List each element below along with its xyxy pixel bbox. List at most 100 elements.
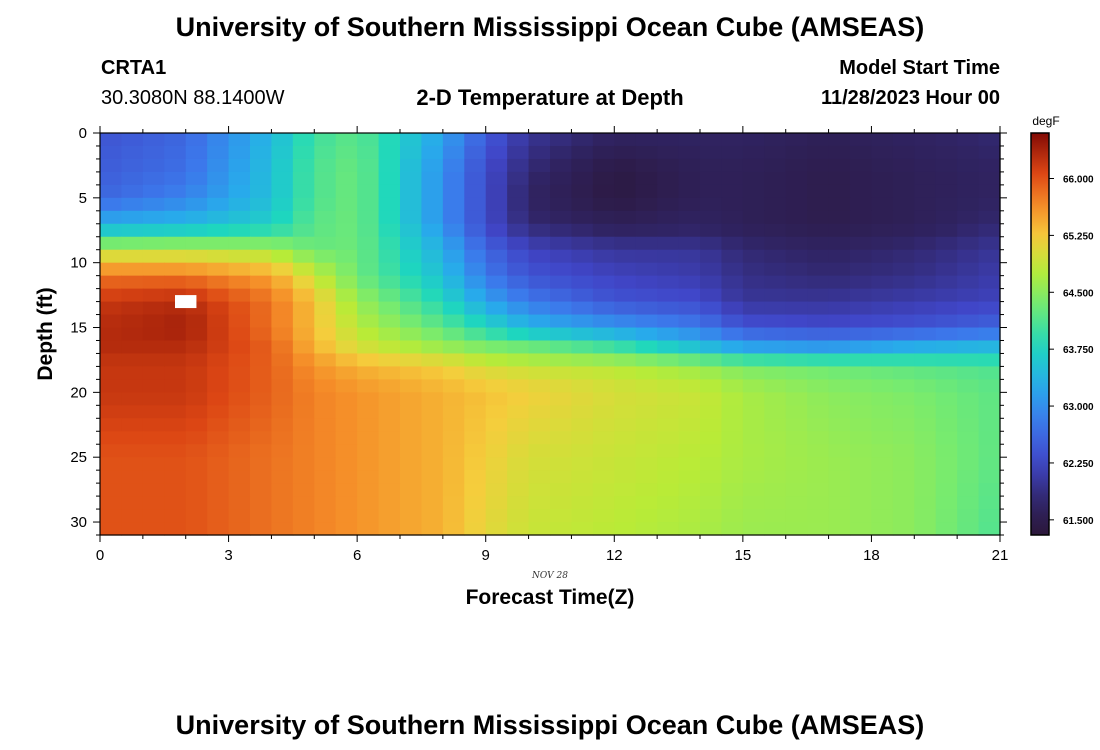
heatmap-cell <box>764 379 787 393</box>
heatmap-cell <box>100 340 123 355</box>
heatmap-cell <box>571 392 594 406</box>
heatmap-cell <box>528 327 551 342</box>
heatmap-cell <box>614 171 637 186</box>
heatmap-cell <box>121 405 144 419</box>
heatmap-cell <box>764 522 787 536</box>
heatmap-cell <box>100 379 123 393</box>
heatmap-cell <box>100 210 123 225</box>
heatmap-cell <box>100 145 123 160</box>
heatmap-cell <box>850 184 873 199</box>
heatmap-cell <box>528 133 551 147</box>
heatmap-cell <box>550 314 573 329</box>
station-id: CRTA1 <box>101 57 167 79</box>
heatmap-cell <box>871 522 894 536</box>
heatmap-cell <box>142 275 165 290</box>
heatmap-cell <box>421 366 444 380</box>
heatmap-cell <box>871 314 894 329</box>
heatmap-cell <box>292 314 315 329</box>
heatmap-cell <box>785 379 808 393</box>
heatmap-cell <box>678 405 701 419</box>
heatmap-cell <box>207 379 230 393</box>
heatmap-cell <box>421 405 444 419</box>
heatmap-cell <box>228 171 251 186</box>
heatmap-cell <box>871 223 894 238</box>
heatmap-cell <box>528 171 551 186</box>
heatmap-cell <box>635 145 658 160</box>
heatmap-cells <box>100 133 1001 536</box>
heatmap-cell <box>721 405 744 419</box>
heatmap-cell <box>164 353 187 368</box>
heatmap-cell <box>335 314 358 329</box>
heatmap-cell <box>700 431 723 445</box>
x-axis: 0 3 6 9 12 15 18 21 <box>96 126 1008 564</box>
heatmap-cell <box>421 288 444 303</box>
heatmap-cell <box>464 509 487 523</box>
heatmap-cell <box>571 314 594 329</box>
heatmap-cell <box>100 470 123 484</box>
heatmap-cell <box>742 171 765 186</box>
heatmap-cell <box>571 457 594 471</box>
heatmap-cell <box>142 522 165 536</box>
heatmap-cell <box>592 522 615 536</box>
heatmap-cell <box>571 496 594 510</box>
heatmap-cell <box>614 249 637 264</box>
heatmap-cell <box>657 145 680 160</box>
heatmap-cell <box>571 158 594 173</box>
heatmap-cell <box>892 470 915 484</box>
heatmap-cell <box>207 210 230 225</box>
heatmap-cell <box>935 379 958 393</box>
heatmap-cell <box>142 496 165 510</box>
heatmap-cell <box>442 392 465 406</box>
heatmap-cell <box>700 457 723 471</box>
heatmap-cell <box>871 184 894 199</box>
heatmap-cell <box>528 288 551 303</box>
heatmap-cell <box>721 275 744 290</box>
heatmap-cell <box>185 457 208 471</box>
heatmap-cell <box>100 353 123 368</box>
heatmap-cell <box>250 275 273 290</box>
heatmap-cell <box>550 236 573 251</box>
heatmap-cell <box>678 353 701 368</box>
heatmap-cell <box>185 366 208 380</box>
heatmap-cell <box>614 470 637 484</box>
heatmap-cell <box>421 392 444 406</box>
heatmap-cell <box>378 418 401 432</box>
heatmap-cell <box>742 288 765 303</box>
heatmap-cell <box>100 133 123 147</box>
heatmap-cell <box>164 366 187 380</box>
heatmap-cell <box>828 197 851 212</box>
heatmap-cell <box>292 171 315 186</box>
heatmap-cell <box>164 405 187 419</box>
heatmap-cell <box>807 470 830 484</box>
y-tick-label: 10 <box>70 255 87 272</box>
heatmap-cell <box>378 210 401 225</box>
heatmap-cell <box>164 457 187 471</box>
heatmap-cell <box>678 145 701 160</box>
heatmap-cell <box>464 314 487 329</box>
heatmap-cell <box>185 405 208 419</box>
heatmap-cell <box>785 457 808 471</box>
heatmap-cell <box>357 301 380 316</box>
heatmap-cell <box>292 340 315 355</box>
heatmap-cell <box>100 275 123 290</box>
heatmap-cell <box>635 184 658 199</box>
heatmap-cell <box>850 171 873 186</box>
heatmap-cell <box>592 470 615 484</box>
heatmap-cell <box>507 210 530 225</box>
heatmap-cell <box>164 145 187 160</box>
heatmap-cell <box>400 184 423 199</box>
heatmap-cell <box>550 223 573 238</box>
heatmap-cell <box>678 184 701 199</box>
heatmap-cell <box>764 509 787 523</box>
heatmap-cell <box>785 184 808 199</box>
heatmap-cell <box>228 457 251 471</box>
heatmap-cell <box>357 275 380 290</box>
heatmap-cell <box>850 210 873 225</box>
heatmap-cell <box>957 197 980 212</box>
heatmap-cell <box>357 171 380 186</box>
heatmap-cell <box>721 197 744 212</box>
heatmap-cell <box>400 249 423 264</box>
heatmap-cell <box>721 353 744 368</box>
heatmap-cell <box>914 288 937 303</box>
heatmap-cell <box>978 223 1001 238</box>
